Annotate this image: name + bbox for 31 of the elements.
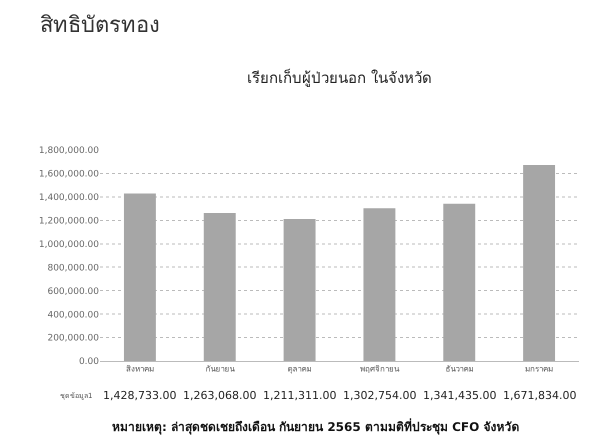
y-tick-label: 1,800,000.00 [38, 146, 100, 156]
x-tick-label: ตุลาคม [288, 364, 312, 374]
y-tick-label: 1,400,000.00 [38, 193, 100, 204]
data-label: 1,263,068.00 [183, 389, 256, 402]
bar [204, 212, 236, 361]
data-label: 1,341,435.00 [423, 389, 496, 402]
y-tick-label: 600,000.00 [47, 286, 100, 297]
chart-subtitle: เรียกเก็บผู้ป่วยนอก ในจังหวัด [247, 68, 432, 87]
bar [523, 165, 556, 361]
x-tick-label: พฤศจิกายน [360, 364, 400, 374]
chart-title: สิทธิบัตรทอง [40, 13, 160, 38]
x-tick-label: สิงหาคม [126, 364, 154, 374]
data-label: 1,302,754.00 [343, 389, 416, 402]
x-tick-label: ธันวาคม [445, 364, 474, 374]
text: หมายเหตุ: ล่าสุดชดเชยถึงเดือน กันยายน 2565 ตามมติที่ประชุม CFO จังหวัด [112, 418, 520, 435]
y-tick-label: 1,200,000.00 [38, 216, 100, 226]
y-tick-label: 800,000.00 [47, 263, 100, 274]
y-tick-label: 1,000,000.00 [38, 240, 100, 250]
bar [284, 219, 316, 361]
data-label: 1,211,311.00 [263, 389, 336, 402]
y-tick-label: 0.00 [78, 357, 100, 368]
bar [124, 194, 156, 361]
y-tick-label: 200,000.00 [47, 334, 100, 344]
bar [443, 204, 476, 361]
y-tick-label: 1,600,000.00 [38, 170, 100, 180]
data-label: 1,671,834.00 [503, 389, 576, 402]
x-tick-label: กันยายน [205, 364, 236, 374]
data-label: 1,428,733.00 [103, 389, 176, 402]
bar [363, 208, 396, 361]
y-tick-label: 400,000.00 [47, 310, 100, 320]
x-tick-label: มกราคม [525, 364, 554, 374]
